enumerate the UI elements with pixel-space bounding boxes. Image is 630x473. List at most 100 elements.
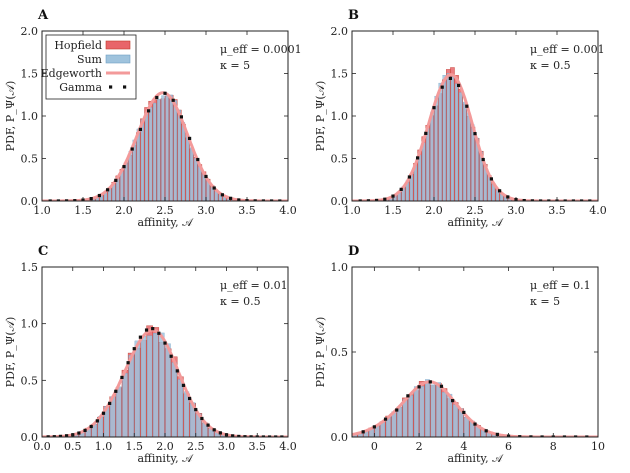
sum-bar (153, 333, 159, 437)
y-tick-label: 0.0 (331, 431, 349, 444)
gamma-point (547, 199, 551, 201)
gamma-point (506, 195, 510, 199)
sum-bar (177, 109, 181, 201)
gamma-point (243, 435, 247, 437)
x-tick-label: 6 (505, 440, 512, 453)
gamma-point (562, 435, 567, 437)
sum-bar (430, 384, 436, 437)
x-tick-label: 2.0 (425, 204, 443, 217)
gamma-point (58, 434, 63, 437)
x-axis-label: affinity, 𝒜 (447, 216, 504, 229)
parameter-annotation: μ_eff = 0.0001 (220, 43, 302, 56)
x-tick-label: 3.0 (507, 204, 525, 217)
gamma-point (439, 384, 444, 388)
gamma-point (539, 199, 543, 201)
gamma-point (206, 423, 210, 427)
gamma-point (196, 157, 200, 162)
gamma-point (399, 187, 403, 191)
sum-bar (177, 379, 183, 437)
sum-bar (434, 95, 438, 201)
sum-bar (413, 386, 419, 437)
gamma-point (194, 408, 198, 412)
y-tick-label: 1.5 (331, 68, 349, 81)
gamma-point (220, 193, 224, 197)
x-tick-label: 3.5 (238, 204, 256, 217)
sum-bar (120, 171, 124, 201)
x-tick-label: 1.5 (384, 204, 402, 217)
x-tick-label: 3.0 (218, 440, 236, 453)
panel-label: D (348, 244, 359, 259)
y-tick-label: 0.5 (21, 374, 39, 387)
x-tick-label: 4.0 (589, 204, 607, 217)
sum-bar (194, 157, 198, 201)
gamma-point (169, 354, 173, 358)
x-tick-label: 2.0 (156, 440, 174, 453)
sum-bar (169, 94, 173, 201)
x-tick-label: 2.5 (156, 204, 174, 217)
gamma-point (218, 431, 222, 435)
gamma-point (484, 429, 488, 433)
sum-bar (116, 386, 122, 437)
gamma-point (144, 328, 149, 332)
sum-bar (426, 127, 430, 201)
gamma-point (473, 422, 477, 426)
gamma-point (406, 394, 410, 398)
x-tick-label: 0 (371, 440, 378, 453)
sum-bar (436, 382, 442, 437)
gamma-point (138, 127, 142, 131)
sum-bar (454, 83, 459, 201)
gamma-point (440, 85, 444, 89)
gamma-point (132, 347, 136, 351)
y-tick-label: 0.5 (331, 153, 349, 166)
x-tick-label: 1.5 (126, 440, 144, 453)
sum-bar (402, 398, 408, 437)
gamma-point (120, 375, 124, 380)
gamma-point (270, 199, 274, 201)
sum-bar (438, 82, 442, 201)
gamma-point (498, 189, 502, 193)
panel-A: 1.0 1.5 2.0 2.5 3.0 3.5 4.0 0.0 0.5 1.0 1.5 2.0 affi… (4, 8, 302, 229)
gamma-point (56, 199, 60, 201)
y-tick-label: 0.0 (331, 195, 349, 208)
gamma-point (530, 199, 534, 201)
x-axis-label: affinity, 𝒜 (447, 452, 504, 465)
panel-label: B (348, 8, 359, 23)
sum-bar (419, 386, 425, 437)
gamma-point (212, 428, 216, 432)
sum-bar (190, 147, 194, 201)
sum-bar (471, 124, 475, 201)
gamma-point (237, 198, 241, 201)
gamma-point (417, 385, 421, 389)
x-tick-label: 1.0 (343, 204, 361, 217)
sum-bar (149, 107, 153, 201)
gamma-point (48, 199, 52, 201)
gamma-point (495, 432, 499, 436)
gamma-point (157, 331, 161, 335)
panel-C: 0.0 0.5 1.0 1.5 2.0 2.5 3.0 3.5 4.00.00.51.01.5a… (4, 244, 297, 465)
x-tick-label: 1.5 (74, 204, 92, 217)
sum-bar (140, 119, 145, 201)
gamma-point (361, 430, 365, 434)
y-tick-label: 1.5 (21, 261, 39, 274)
sum-bar (425, 379, 430, 437)
x-tick-label: 3.0 (197, 204, 215, 217)
x-tick-label: 1.0 (95, 440, 113, 453)
gamma-point (151, 327, 155, 331)
gamma-point (451, 399, 455, 403)
y-tick-label: 0.5 (331, 346, 349, 359)
gamma-point (130, 147, 134, 151)
y-tick-label: 1.0 (331, 110, 349, 123)
sum-bar (171, 362, 177, 437)
sum-bar (134, 340, 140, 437)
y-tick-label: 2.0 (331, 25, 349, 38)
y-axis-label: PDF, P_Ψ(𝒜) (4, 81, 17, 152)
gamma-point (65, 434, 69, 437)
y-tick-label: 1.0 (21, 318, 39, 331)
gamma-point (237, 434, 241, 437)
gamma-point (200, 416, 204, 421)
sum-bar (146, 335, 153, 437)
x-tick-label: 4.0 (279, 440, 297, 453)
sum-bar (165, 343, 171, 437)
gamma-point (358, 199, 362, 201)
